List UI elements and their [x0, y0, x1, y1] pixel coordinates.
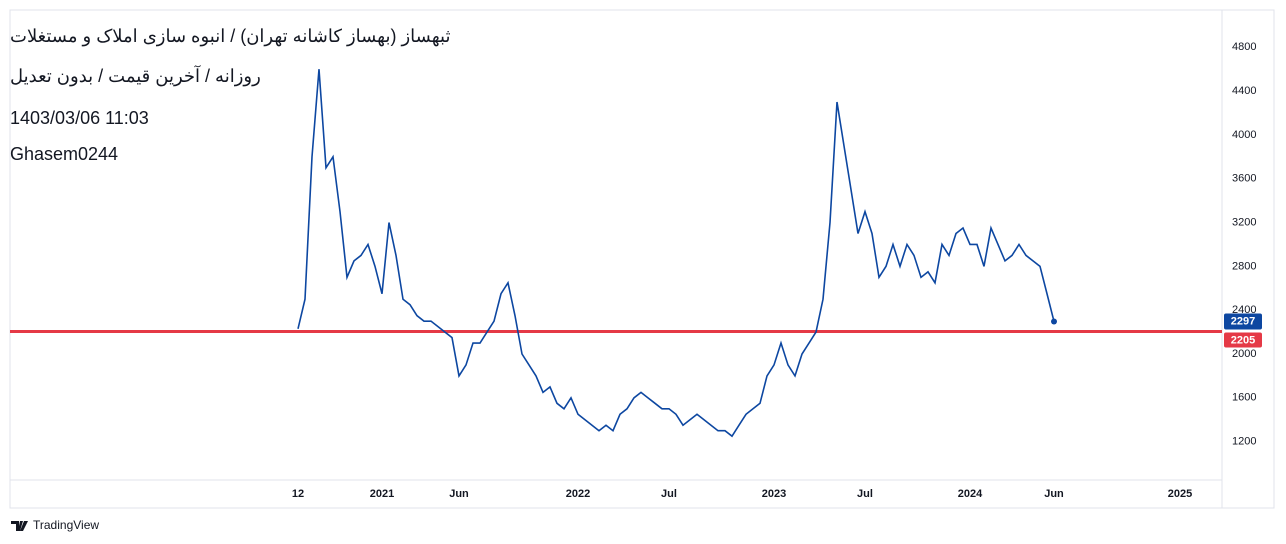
timestamp: 1403/03/06 11:03 [10, 108, 149, 128]
chart-title: ثبهساز (بهساز کاشانه تهران) / انبوه سازی… [10, 26, 451, 46]
last-point [1051, 318, 1057, 325]
last-price-box [1224, 313, 1262, 330]
x-tick-label: 2024 [958, 488, 983, 500]
y-tick-label: 1200 [1232, 436, 1256, 448]
x-tick-label: Jul [661, 488, 677, 500]
x-tick-label: 2023 [762, 488, 786, 500]
chart-subtitle: روزانه / آخرین قیمت / بدون تعدیل [10, 66, 261, 86]
logo [11, 521, 28, 531]
y-tick-label: 3200 [1232, 216, 1256, 228]
y-tick-label: 4800 [1232, 41, 1256, 53]
last-price-label: 2297 [1231, 315, 1255, 327]
price-line [297, 69, 1055, 438]
x-tick-label: Jul [857, 488, 873, 500]
y-tick-label: 2000 [1232, 348, 1256, 360]
x-tick-label: 2022 [566, 488, 590, 500]
y-tick-label: 1600 [1232, 392, 1256, 404]
hline-price-box [1224, 332, 1262, 348]
chart-frame [9, 9, 1275, 509]
author: Ghasem0244 [10, 144, 119, 164]
x-tick-label: 2021 [370, 488, 394, 500]
y-tick-label: 2800 [1232, 260, 1256, 272]
y-tick-label: 4400 [1232, 85, 1256, 97]
hline-price-label: 2205 [1231, 334, 1255, 346]
x-tick-label: 2025 [1168, 488, 1192, 500]
footer: TradingView [33, 518, 99, 532]
x-tick-label: Jun [449, 488, 469, 500]
x-tick-label: 12 [292, 488, 304, 500]
x-tick-label: Jun [1044, 488, 1064, 500]
y-tick-label: 2400 [1232, 304, 1256, 316]
y-tick-label: 3600 [1232, 173, 1256, 185]
y-tick-label: 4000 [1232, 129, 1256, 141]
